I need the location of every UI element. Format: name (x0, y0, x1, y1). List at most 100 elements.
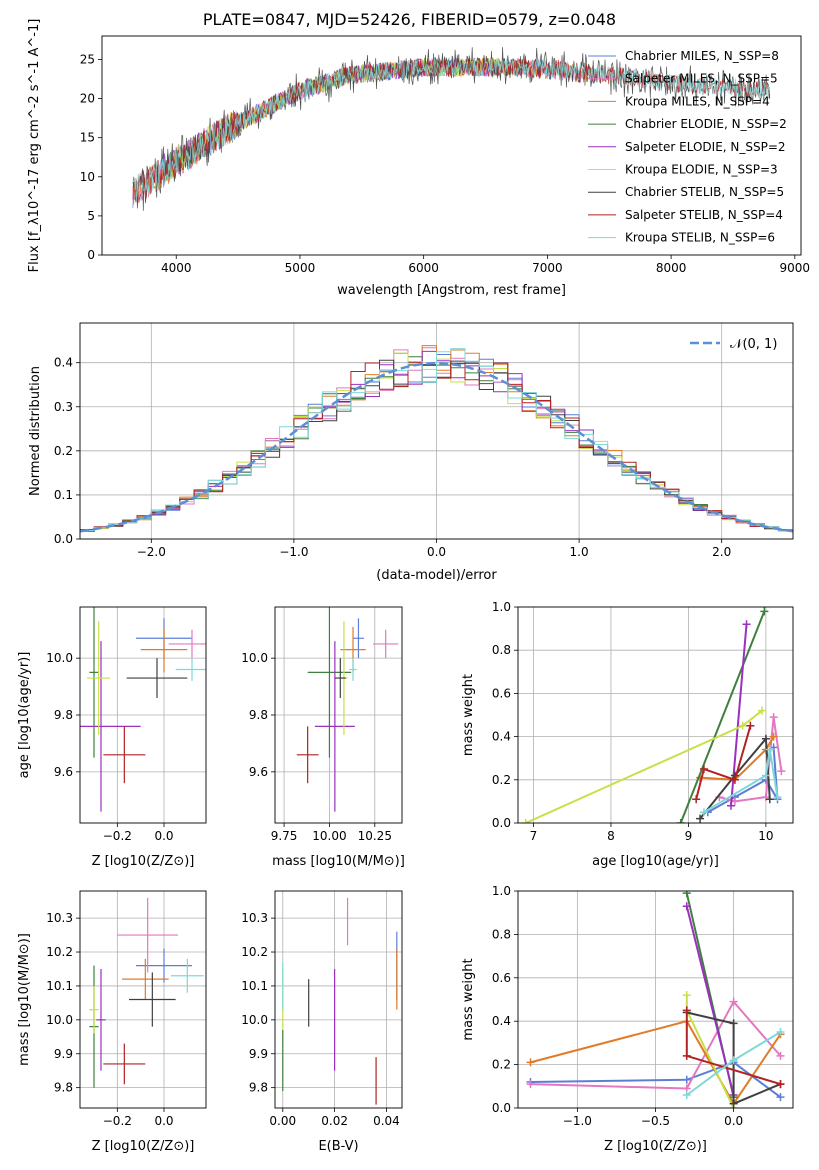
weight-marker (729, 1056, 738, 1065)
weight-lines (521, 607, 786, 823)
x-tick-label: −0.2 (103, 1114, 132, 1128)
spectrum-lines (132, 47, 771, 211)
x-axis-label: wavelength [Angstrom, rest frame] (337, 283, 566, 298)
y-tick-label: 9.6 (249, 765, 268, 779)
y-tick-label: 0.2 (492, 1058, 511, 1072)
x-axis-label: (data-model)/error (376, 568, 497, 583)
weight-marker (776, 1093, 785, 1102)
legend-label: Chabrier STELIB, N_SSP=5 (625, 185, 784, 199)
weight-marker (676, 819, 685, 823)
axes-frame (79, 322, 794, 540)
y-axis-label: Normed distribution (28, 366, 43, 496)
x-tick-label: 0.0 (154, 1114, 173, 1128)
y-tick-label: 10 (80, 170, 95, 184)
y-tick-label: 20 (80, 92, 95, 106)
x-tick-label: 6000 (408, 261, 439, 275)
y-tick-label: 0.0 (54, 532, 73, 546)
weight-marker (682, 891, 691, 898)
weight-series-line (679, 610, 766, 823)
weight-marker (699, 808, 708, 817)
weight-marker (521, 819, 530, 823)
legend-label: Kroupa STELIB, N_SSP=6 (625, 231, 775, 245)
y-tick-label: 0.0 (492, 1101, 511, 1115)
weight-marker (776, 1080, 785, 1089)
y-tick-label: 9.8 (249, 708, 268, 722)
errorbar-points (296, 607, 399, 812)
y-tick-label: 0.6 (492, 686, 511, 700)
weight-marker (727, 801, 736, 810)
y-tick-label: 0.8 (492, 927, 511, 941)
x-tick-label: 2.0 (712, 545, 731, 559)
weight-marker (758, 706, 767, 715)
y-tick-label: 10.0 (241, 651, 268, 665)
spectrum-series-line (132, 47, 771, 211)
weight-lines (526, 891, 785, 1108)
weight-marker (526, 1080, 535, 1089)
weight-marker (526, 1058, 535, 1067)
y-tick-label: 10.0 (46, 1013, 73, 1027)
y-tick-label: 10.3 (46, 911, 73, 925)
weight-marker (776, 1028, 785, 1037)
plot-area (518, 607, 793, 823)
y-tick-label: 0.3 (54, 400, 73, 414)
spectrum-series-line (163, 56, 523, 180)
weight-marker (682, 1006, 691, 1015)
legend-label: Chabrier MILES, N_SSP=8 (625, 49, 779, 63)
weight-marker (776, 1051, 785, 1060)
normal-curve (80, 361, 793, 533)
axes-frame (79, 606, 207, 824)
errorbar-points (89, 897, 204, 1088)
weight-marker (682, 991, 691, 1000)
y-tick-label: 10.1 (46, 979, 73, 993)
y-tick-label: 0.6 (492, 971, 511, 985)
x-tick-label: 10.25 (358, 829, 392, 843)
weight-marker (769, 732, 778, 741)
x-tick-label: 8000 (656, 261, 687, 275)
x-axis-label: mass [log10(M/M⊙)] (272, 854, 405, 869)
y-tick-label: 10.0 (46, 651, 73, 665)
y-tick-label: 15 (80, 131, 95, 145)
weight-marker (729, 1019, 738, 1028)
legend-label: Salpeter MILES, N_SSP=5 (625, 72, 778, 86)
weight-marker (769, 713, 778, 722)
y-axis-label: age [log10(age/yr)] (17, 652, 32, 779)
y-tick-label: 10.2 (241, 945, 268, 959)
weight-marker (746, 721, 755, 730)
weight-marker (742, 620, 751, 629)
errorbar-points (282, 897, 398, 1105)
x-tick-label: 1.0 (570, 545, 589, 559)
y-tick-label: 0.2 (54, 444, 73, 458)
weight-marker (773, 793, 782, 802)
x-axis-label: Z [log10(Z/Z⊙)] (604, 1139, 707, 1154)
y-tick-label: 9.9 (54, 1047, 73, 1061)
x-tick-label: 0.0 (724, 1114, 743, 1128)
x-axis-label: Z [log10(Z/Z⊙)] (92, 1139, 195, 1154)
weight-series-line (703, 749, 779, 814)
legend-label: Kroupa MILES, N_SSP=4 (625, 94, 770, 108)
x-tick-label: 0.0 (154, 829, 173, 843)
weight-marker (730, 775, 739, 784)
axes-frame (274, 890, 403, 1109)
x-tick-label: 0.04 (373, 1114, 400, 1128)
weight-series-line (695, 725, 752, 800)
y-tick-label: 0.1 (54, 488, 73, 502)
axes-frame (517, 606, 794, 824)
x-tick-label: −0.5 (641, 1114, 670, 1128)
y-axis-label: Flux [f_λ10^-17 erg cm^-2 s^-1 A^-1] (27, 19, 42, 273)
weight-series-line (530, 999, 782, 1090)
y-tick-label: 0 (87, 248, 95, 262)
y-tick-label: 9.8 (249, 1081, 268, 1095)
weight-marker (761, 771, 770, 780)
legend-label: 𝒩(0, 1) (730, 337, 777, 352)
weight-marker (760, 607, 769, 616)
weight-marker (729, 997, 738, 1006)
axes-frame (101, 35, 802, 256)
weight-marker (777, 767, 786, 776)
y-tick-label: 0.4 (492, 1014, 511, 1028)
plot-area (275, 891, 402, 1108)
y-axis-label: mass weight (461, 958, 476, 1040)
y-axis-label: mass [log10(M/M⊙)] (17, 933, 32, 1066)
y-tick-label: 10.1 (241, 979, 268, 993)
y-tick-label: 0.4 (492, 730, 511, 744)
x-tick-label: 10.00 (312, 829, 346, 843)
